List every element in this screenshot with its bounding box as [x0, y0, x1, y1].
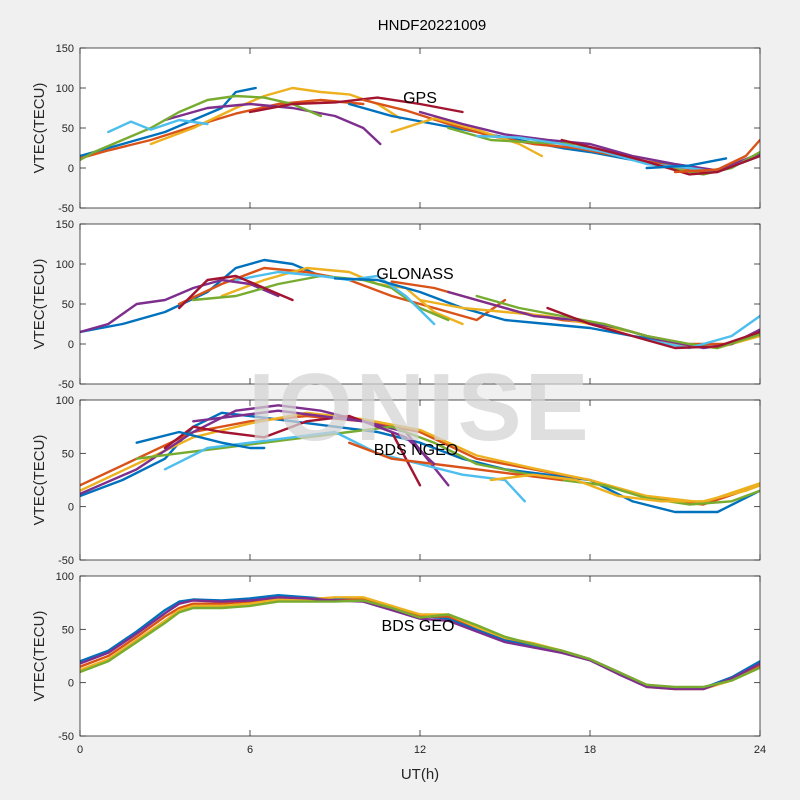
series-line-5: [80, 94, 322, 162]
series-group: [80, 404, 760, 514]
x-tick-label: 0: [77, 744, 83, 756]
y-tick-label: 0: [68, 163, 74, 175]
series-line-8: [333, 277, 677, 344]
series-line-8: [348, 102, 677, 166]
x-tick-label: 6: [247, 744, 253, 756]
series-line-11: [192, 409, 436, 466]
series-line-15: [645, 157, 728, 170]
series-line-6: [107, 118, 209, 134]
y-tick-label: 0: [68, 502, 74, 514]
series-line-4: [80, 596, 760, 691]
y-axis-label: VTEC(TECU): [31, 83, 48, 174]
x-tick-label: 12: [414, 744, 426, 756]
y-tick-label: 50: [62, 624, 74, 636]
panel-label: GPS: [403, 90, 437, 107]
y-tick-label: 0: [68, 339, 74, 351]
y-axis-label: VTEC(TECU): [31, 611, 48, 702]
y-tick-label: 100: [56, 395, 74, 407]
panel-label: BDS GEO: [382, 618, 455, 635]
series-line-4: [163, 102, 382, 146]
x-axis-label: UT(h): [401, 766, 439, 783]
series-line-7: [178, 274, 294, 310]
series-line-6: [163, 430, 526, 503]
y-axis-label: VTEC(TECU): [31, 259, 48, 350]
panel-bds-ngeo: 100 50 0 -50 VTEC(TECU) BDS NGEO: [31, 395, 761, 567]
series-line-4: [80, 278, 280, 334]
series-line-13: [645, 314, 760, 350]
y-tick-label: -50: [58, 555, 74, 567]
series-line-16: [673, 138, 760, 174]
series-line-1: [80, 86, 257, 158]
y-tick-label: 50: [62, 123, 74, 135]
watermark: IONISE: [248, 354, 591, 461]
y-tick-label: 50: [62, 299, 74, 311]
figure-title: HNDF20221009: [378, 17, 486, 34]
y-tick-label: -50: [58, 731, 74, 743]
plot-area: [80, 48, 760, 208]
series-line-10: [390, 117, 543, 158]
panel-label: BDS NGEO: [374, 442, 458, 459]
y-tick-label: 50: [62, 448, 74, 460]
series-line-2: [80, 98, 365, 160]
y-axis-label: VTEC(TECU): [31, 435, 48, 526]
y-tick-label: 0: [68, 678, 74, 690]
x-tick-label: 24: [754, 744, 766, 756]
series-line-7: [248, 96, 464, 114]
series-line-14: [546, 306, 760, 350]
series-line-1: [80, 411, 760, 514]
y-tick-label: 100: [56, 83, 74, 95]
series-group: [80, 594, 760, 691]
y-tick-label: -50: [58, 379, 74, 391]
series-group: [80, 86, 760, 176]
y-tick-label: -50: [58, 203, 74, 215]
series-group: [80, 258, 760, 350]
series-line-8: [135, 430, 266, 450]
y-tick-label: 150: [56, 219, 74, 231]
series-line-11: [418, 110, 760, 172]
y-tick-label: 150: [56, 43, 74, 55]
panel-glonass: 150 100 50 0 -50 VTEC(TECU) GLONASS: [31, 219, 761, 391]
y-tick-label: 100: [56, 571, 74, 583]
series-line-10: [489, 473, 760, 503]
series-line-3: [80, 411, 760, 504]
x-tick-label: 18: [584, 744, 596, 756]
y-tick-label: 100: [56, 259, 74, 271]
panel-gps: 150 100 50 0 -50 VTEC(TECU) GPS: [31, 43, 761, 215]
panel-label: GLONASS: [376, 266, 453, 283]
series-line-5: [80, 599, 760, 689]
